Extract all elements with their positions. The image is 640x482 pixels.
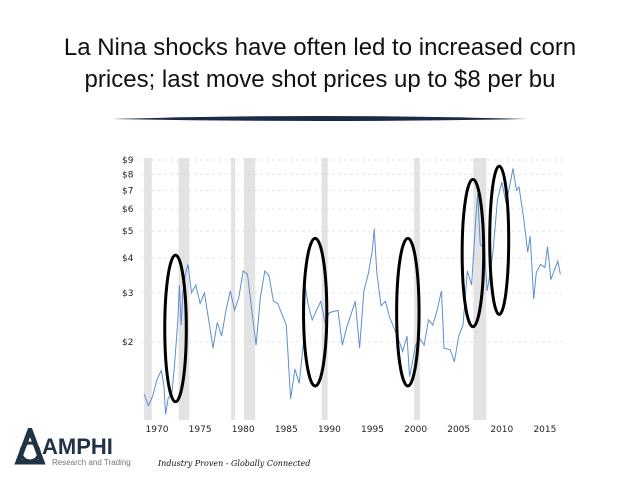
highlight-ellipse [488,164,511,317]
x-tick-label: 1970 [146,425,169,435]
highlight-ellipse [395,236,421,388]
y-tick-label: $8 [122,170,134,180]
y-tick-label: $6 [122,205,134,215]
la-nina-shaded-period [321,158,328,420]
corn-price-chart: $2 $3 $4 $5 $6 $7 $8 $9 1970 1975 1980 1985 1990 199… [122,156,562,435]
x-tick-label: 1985 [275,425,298,435]
slide-title: La Nina shocks have often led to increas… [0,32,640,96]
logo-wordmark: AMPHI [42,434,113,459]
y-tick-label: $7 [122,186,133,196]
x-tick-label: 1990 [318,425,341,435]
y-tick-label: $2 [122,338,133,348]
x-tick-label: 1980 [232,425,255,435]
y-tick-label: $4 [122,254,134,264]
slide-title-line-1: La Nina shocks have often led to increas… [63,34,577,61]
highlight-ellipse [460,177,486,329]
y-tick-label: $9 [122,156,134,166]
la-nina-shaded-period [413,158,420,420]
title-underline-swoosh [112,116,528,121]
logo-subtext: Research and Trading [52,458,131,467]
x-tick-label: 1975 [189,425,212,435]
x-tick-label: 2010 [490,425,513,435]
y-tick-label: $3 [122,289,133,299]
x-tick-label: 2005 [447,425,470,435]
x-tick-label: 2015 [533,425,556,435]
x-tick-label: 2000 [404,425,427,435]
x-tick-label: 1995 [361,425,384,435]
footer-tagline: Industry Proven - Globally Connected [158,459,311,468]
highlight-ellipse [302,236,329,388]
la-nina-shaded-period [231,158,236,420]
amphi-logo: AMPHI Research and Trading [14,428,131,467]
corn-price-series-line [143,168,561,415]
slide-title-line-2: prices; last move shot prices up to $8 p… [84,66,556,93]
y-tick-label: $5 [122,227,133,237]
highlight-ellipse [163,253,188,404]
la-nina-shaded-period [144,158,152,420]
